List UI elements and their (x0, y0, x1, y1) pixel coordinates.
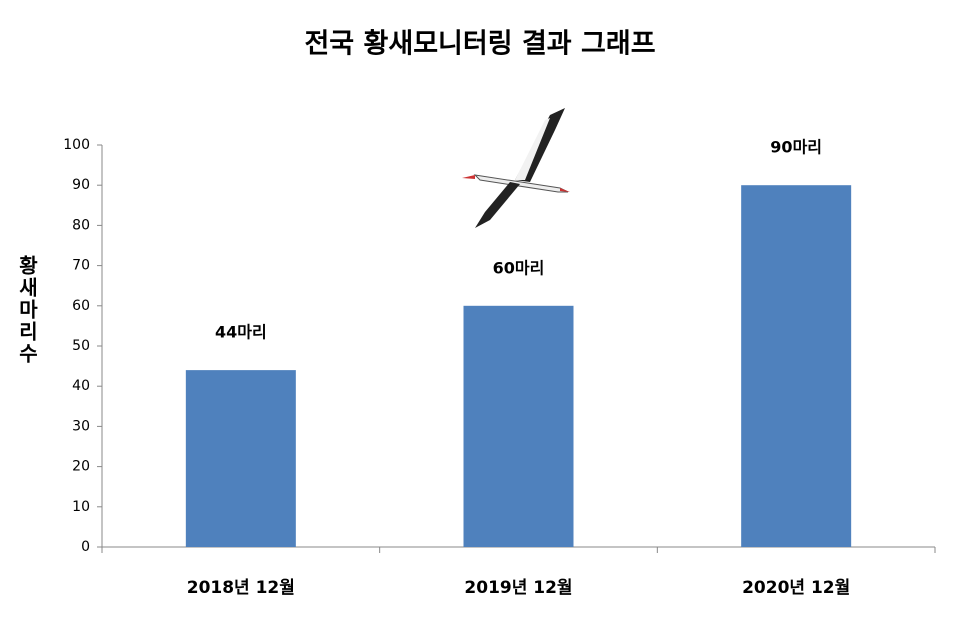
data-label: 60마리 (493, 258, 545, 277)
y-tick-label: 90 (72, 177, 90, 193)
y-tick-label: 40 (72, 378, 90, 394)
x-tick-label: 2020년 12월 (742, 578, 850, 598)
x-tick-label: 2019년 12월 (464, 578, 572, 598)
y-axis-label: 황새마리수 (15, 255, 39, 365)
y-tick-label: 20 (72, 459, 90, 475)
data-label: 90마리 (770, 138, 822, 157)
y-tick-label: 30 (72, 418, 90, 434)
y-tick-label: 60 (72, 298, 90, 314)
bar (185, 370, 296, 547)
y-tick-label: 0 (81, 539, 90, 555)
y-tick-label: 70 (72, 258, 90, 274)
stork-illustration (462, 108, 570, 228)
y-tick-label: 80 (72, 217, 90, 233)
x-tick-label: 2018년 12월 (187, 578, 295, 598)
y-tick-label: 10 (72, 499, 90, 515)
data-label: 44마리 (215, 323, 267, 342)
chart-title: 전국 황새모니터링 결과 그래프 (304, 29, 655, 60)
y-tick-label: 50 (72, 338, 90, 354)
bar (741, 185, 852, 547)
bar (463, 305, 574, 547)
y-tick-label: 100 (63, 137, 90, 153)
